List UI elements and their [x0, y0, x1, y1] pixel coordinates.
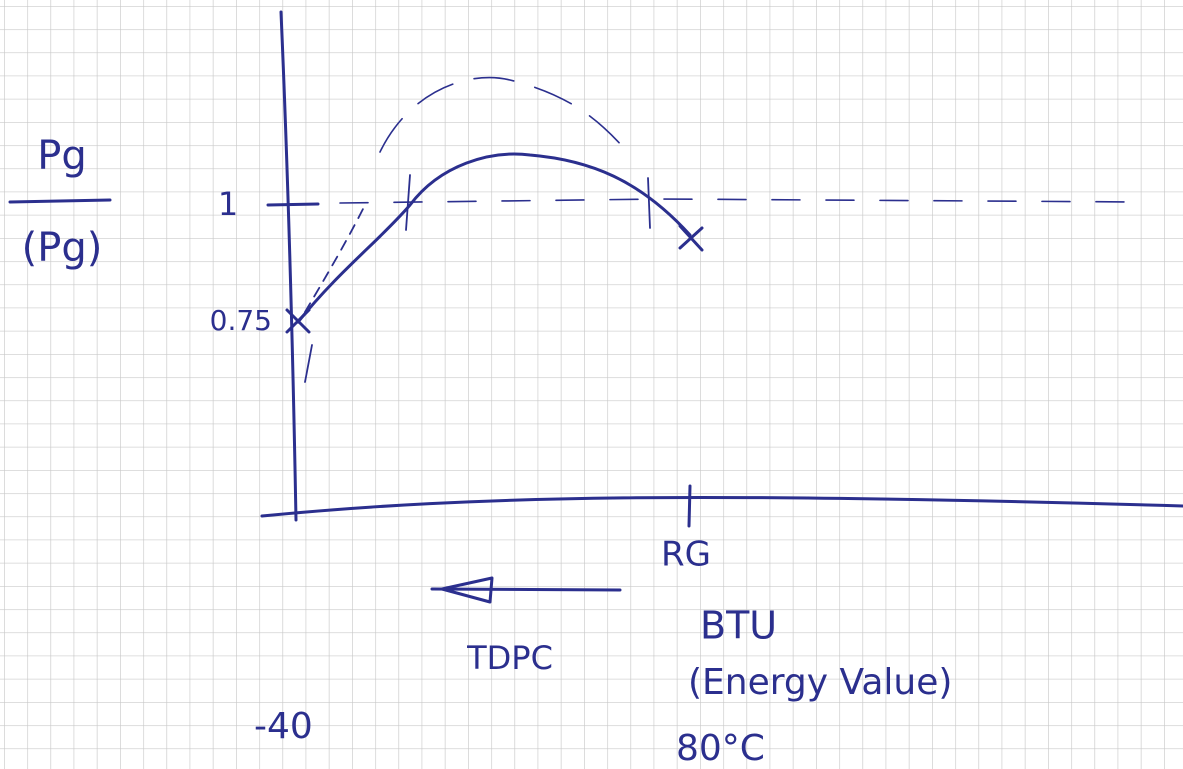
x-title: BTU [700, 604, 777, 648]
sketch: Pg (Pg) 1 0.75 RG TDPC BTU (Energy Value… [0, 0, 1183, 769]
y-label-denominator: (Pg) [22, 225, 103, 271]
fraction-bar [10, 200, 110, 202]
y-tick [268, 204, 318, 205]
arrow-label: TDPC [466, 639, 553, 677]
page: {"axis_labels": {"y_numerator": "Pg", "y… [0, 0, 1183, 769]
x-subtitle: (Energy Value) [688, 662, 952, 703]
y-tick-label: 0.75 [210, 304, 272, 337]
y-tick-label: 1 [218, 185, 238, 223]
x-tick-label: RG [661, 535, 711, 575]
x-tick [689, 486, 690, 526]
temperature-label: -40 [254, 706, 313, 747]
y-label-numerator: Pg [37, 133, 87, 179]
arrow-shaft [432, 589, 620, 590]
temperature-label: 80°C [676, 728, 765, 769]
grid-paper [0, 0, 1183, 769]
